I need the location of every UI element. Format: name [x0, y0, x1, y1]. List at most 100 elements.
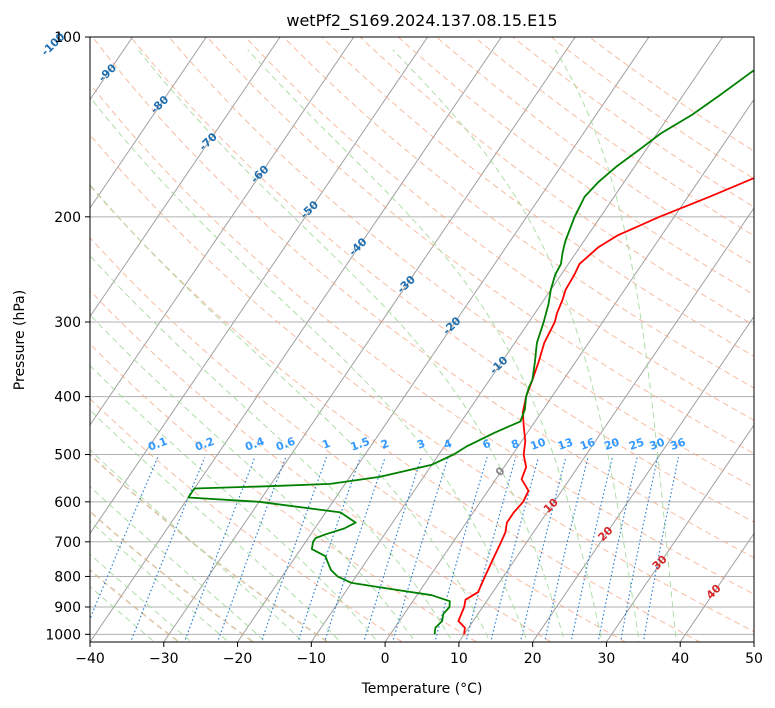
mixing-ratio-label: 0.6	[274, 435, 297, 454]
mixing-ratio-line	[490, 456, 540, 642]
isotherm-line	[163, 37, 576, 642]
mixing-ratio-label: 0.1	[146, 435, 169, 454]
mixing-ratio-label: 16	[578, 435, 597, 453]
moist-adiabat-line	[90, 96, 528, 642]
dry-adiabat-line	[435, 37, 754, 266]
mixing-ratio-label: 1.5	[349, 435, 372, 454]
mixing-ratio-line	[519, 456, 567, 642]
isotherm-line	[90, 37, 355, 426]
dry-adiabat-line	[244, 37, 754, 421]
y-tick-label: 400	[54, 390, 81, 406]
mixing-ratio-line	[217, 456, 287, 642]
mixing-ratio-line	[620, 456, 659, 642]
mixing-ratio-line	[465, 456, 517, 642]
x-tick-label: 30	[598, 651, 616, 667]
dry-adiabat-line	[90, 185, 701, 642]
x-tick-label: −30	[149, 651, 179, 667]
isotherm-line	[90, 37, 207, 209]
moist-adiabat-line	[90, 553, 193, 642]
y-tick-label: 900	[54, 600, 81, 616]
moist-adiabat-line	[247, 49, 603, 642]
dry-adiabat-line	[91, 37, 754, 559]
moist-adiabat-line	[137, 49, 566, 642]
mixing-ratio-line	[183, 456, 256, 642]
mixing-ratio-label: 2	[379, 437, 391, 452]
dewpoint-profile-line	[187, 69, 754, 635]
moist-adiabat-line	[90, 184, 491, 642]
isotherm-line	[90, 37, 281, 318]
dry-adiabat-line	[282, 37, 754, 389]
mixing-ratio-label: 20	[602, 435, 621, 453]
dry-adiabat-line	[512, 37, 754, 208]
dry-adiabat-line	[321, 37, 754, 357]
mixing-ratio-label: 1	[320, 437, 332, 452]
x-tick-label: 10	[450, 651, 468, 667]
x-tick-label: 0	[381, 651, 390, 667]
y-tick-label: 100	[54, 30, 81, 46]
y-tick-label: 600	[54, 495, 81, 511]
x-tick-label: −20	[223, 651, 253, 667]
moist-adiabat-line	[90, 485, 267, 642]
mixing-ratio-line	[260, 456, 328, 642]
y-tick-label: 800	[54, 569, 81, 585]
series-layer	[187, 69, 754, 635]
y-tick-label: 200	[54, 210, 81, 226]
isotherm-line	[532, 315, 754, 642]
axes: −40 −30 −20 −10 0 10 20 30 40 5010020030040050060…	[45, 30, 763, 667]
dry-adiabat-line	[90, 133, 754, 633]
isotherm-line	[606, 424, 754, 642]
y-tick-label: 500	[54, 448, 81, 464]
moist-adiabat-line	[90, 314, 416, 642]
mixing-ratio-line	[434, 456, 488, 642]
isotherm-line	[384, 98, 754, 642]
dry-adiabat-line	[90, 83, 754, 595]
x-tick-label: −40	[75, 651, 105, 667]
mixing-ratio-line	[570, 456, 613, 642]
mixing-ratio-label: 3	[415, 437, 427, 452]
isotherm-line	[458, 207, 754, 642]
mixing-ratio-line	[297, 456, 361, 642]
dry-adiabat-line	[397, 37, 754, 296]
mixing-ratio-label: 10	[529, 435, 548, 453]
plot-frame	[89, 36, 755, 643]
mixing-ratio-line	[544, 456, 589, 642]
mixing-ratio-label: 4	[442, 437, 454, 452]
moist-adiabat-line	[90, 364, 379, 642]
dry-adiabat-line	[550, 37, 754, 180]
mixing-ratio-line	[324, 456, 386, 642]
dry-adiabat-line	[588, 37, 754, 152]
y-tick-label: 1000	[45, 627, 81, 643]
mixing-ratio-label: 25	[627, 436, 646, 453]
mixing-ratio-label: 6	[481, 437, 493, 452]
x-axis-label: Temperature (°C)	[361, 681, 483, 697]
mixing-ratio-line	[597, 456, 638, 642]
mixing-ratio-label: 0.2	[193, 435, 216, 454]
dry-adiabat-line	[359, 37, 754, 326]
moist-adiabat-line	[392, 49, 640, 642]
isotherm-line	[679, 532, 754, 642]
x-tick-label: 50	[745, 651, 763, 667]
moist-adiabat-line	[90, 520, 230, 642]
chart-title: wetPf2_S169.2024.137.08.15.E15	[286, 11, 557, 31]
dry-adiabat-line	[168, 37, 754, 488]
moist-adiabat-line	[90, 255, 454, 642]
moist-adiabat-line	[554, 49, 677, 642]
background-lines	[90, 37, 754, 642]
mixing-ratio-label: 0.4	[243, 435, 266, 454]
mixing-ratio-label: 36	[668, 435, 687, 453]
y-tick-label: 700	[54, 535, 81, 551]
mixing-ratio-label: 30	[648, 435, 667, 453]
isotherm-line	[237, 37, 650, 642]
y-axis-label: Pressure (hPa)	[12, 290, 28, 390]
dry-adiabat-line	[473, 37, 754, 237]
mixing-ratio-line	[363, 456, 423, 642]
mixing-ratio-label: 8	[509, 437, 521, 452]
y-tick-label: 300	[54, 315, 81, 331]
moist-adiabat-line	[90, 449, 304, 642]
mixing-ratio-line	[642, 456, 680, 642]
dry-adiabat-line	[90, 237, 627, 642]
dry-adiabat-line	[90, 398, 404, 642]
mixing-ratio-line	[392, 456, 449, 642]
